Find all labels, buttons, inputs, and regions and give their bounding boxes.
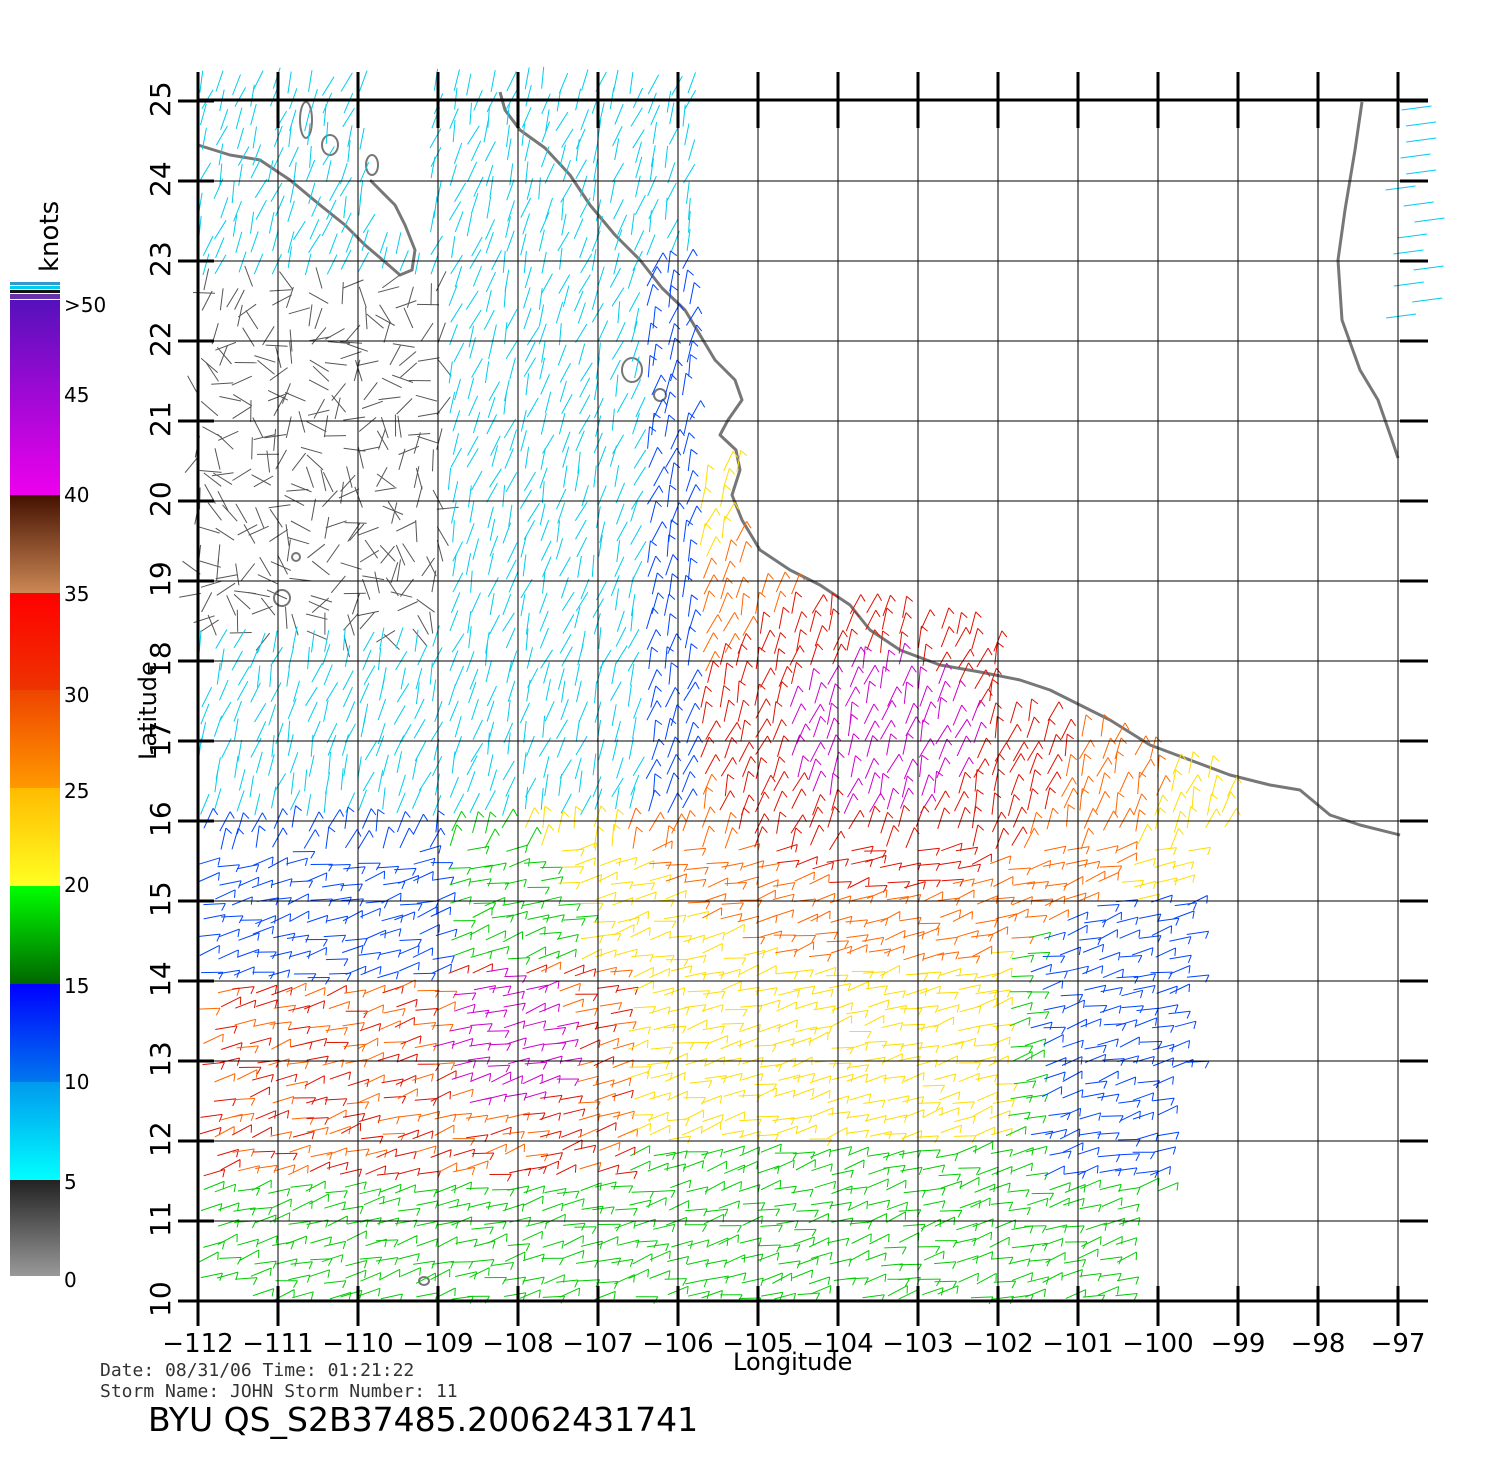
lon-tick-label: −101 [1042,1329,1113,1359]
lat-tick-label: 19 [144,561,177,597]
wind-barbs [179,66,1445,1306]
lon-tick-label: −100 [1122,1329,1193,1359]
colorbar [10,282,60,1276]
lat-tick-label: 17 [144,721,177,757]
lon-tick-label: −109 [402,1329,473,1359]
latitude-tick-labels: 10 11 12 13 14 15 16 17 18 19 20 21 22 23 24 25 [144,81,177,1317]
lon-tick-label: −105 [722,1329,793,1359]
lat-tick-label: 22 [144,321,177,357]
y-axis-label: Latitude [134,661,162,760]
lat-tick-label: 14 [144,961,177,997]
lon-tick-label: −103 [882,1329,953,1359]
lon-tick-label: −97 [1371,1329,1426,1359]
legend-labels: >50 45 40 35 30 25 20 15 10 5 0 [64,293,106,1292]
lat-tick-label: 23 [144,241,177,277]
legend-label: 20 [64,873,89,897]
lon-tick-label: −110 [322,1329,393,1359]
lat-tick-label: 12 [144,1121,177,1157]
lat-tick-label: 11 [144,1201,177,1237]
x-axis-label: Longitude [733,1348,852,1376]
lon-tick-label: −99 [1211,1329,1266,1359]
legend-label: 0 [64,1268,77,1292]
lat-tick-label: 20 [144,481,177,517]
lat-tick-label: 25 [144,81,177,117]
lon-tick-label: −111 [242,1329,313,1359]
lon-tick-label: −98 [1291,1329,1346,1359]
footer-storm-info: Storm Name: JOHN Storm Number: 11 [100,1381,458,1402]
legend-label: 25 [64,779,89,803]
lat-tick-label: 24 [144,161,177,197]
legend-label: 30 [64,683,89,707]
coastline [197,91,1401,1286]
lon-tick-label: −107 [562,1329,633,1359]
lat-lon-grid [178,72,1428,1326]
legend-label: 15 [64,974,89,998]
lat-tick-label: 15 [144,881,177,917]
legend-label: 35 [64,582,89,606]
lon-tick-label: −112 [162,1329,233,1359]
legend-unit: knots [35,201,65,272]
lon-tick-label: −106 [642,1329,713,1359]
longitude-tick-labels: −112 −111 −110 −109 −108 −107 −106 −105 −104 −103… [162,1329,1425,1359]
legend-label: 40 [64,483,89,507]
lat-tick-label: 13 [144,1041,177,1077]
lat-tick-label: 21 [144,401,177,437]
lat-tick-label: 10 [144,1281,177,1317]
footer-title: BYU QS_S2B37485.20062431741 [148,1400,698,1439]
lat-tick-label: 16 [144,801,177,837]
legend-label: 45 [64,383,89,407]
footer-date-time: Date: 08/31/06 Time: 01:21:22 [100,1360,414,1381]
lon-tick-label: −102 [962,1329,1033,1359]
legend-label: >50 [64,293,106,317]
lat-tick-label: 18 [144,641,177,677]
lon-tick-label: −108 [482,1329,553,1359]
legend-label: 10 [64,1070,89,1094]
lon-tick-label: −104 [802,1329,873,1359]
legend-label: 5 [64,1170,77,1194]
